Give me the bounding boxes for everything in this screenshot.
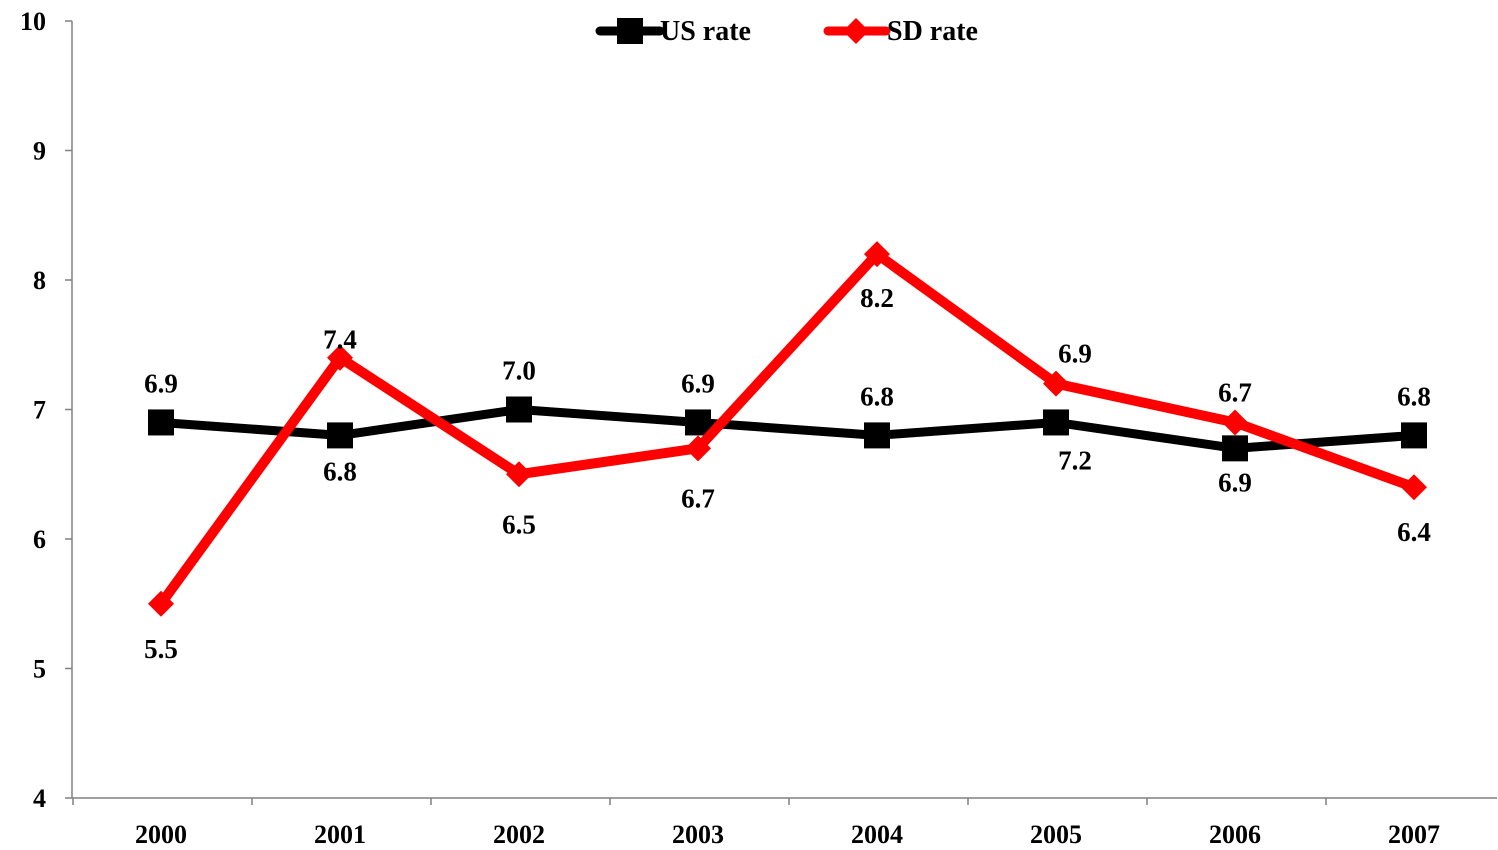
series-line — [160, 405, 1415, 453]
data-label: 6.8 — [1397, 381, 1431, 411]
y-tick-label: 8 — [33, 266, 46, 295]
data-point — [1043, 370, 1069, 397]
data-point — [506, 461, 532, 488]
x-tick-label: 2006 — [1209, 820, 1261, 849]
y-tick-label: 7 — [33, 396, 46, 425]
y-tick-label: 4 — [33, 784, 46, 813]
y-tick-label: 6 — [33, 525, 46, 554]
legend-item-us-rate: US rate — [595, 16, 751, 47]
data-point — [148, 409, 174, 436]
data-point — [1222, 409, 1248, 436]
x-tick-label: 2007 — [1388, 820, 1440, 849]
data-label: 6.7 — [681, 483, 715, 513]
x-tick-label: 2001 — [314, 820, 366, 849]
data-point — [327, 344, 353, 371]
data-point — [1401, 474, 1427, 501]
data-labels: 6.9 6.8 7.0 6.9 6.8 7.2 6.9 6.8 5.5 7.4 6.5 6.7 8.2 6… — [144, 283, 1431, 664]
data-label: 7.2 — [1058, 445, 1092, 475]
series-us-rate — [148, 396, 1427, 462]
x-tick-label: 2003 — [672, 820, 724, 849]
series-line — [156, 249, 1416, 607]
x-tick-label: 2002 — [493, 820, 545, 849]
data-label: 6.5 — [502, 509, 536, 539]
data-label: 6.9 — [1218, 467, 1252, 497]
axes: 4 5 6 7 8 9 10 2000 2001 2002 2003 2004 2005 2006 2007 — [20, 7, 1497, 849]
legend-label: US rate — [660, 16, 751, 47]
data-point — [327, 422, 353, 449]
data-label: 6.9 — [681, 368, 715, 398]
legend-marker — [843, 18, 869, 44]
data-point — [864, 241, 890, 268]
data-label: 6.8 — [323, 456, 357, 486]
data-point — [1401, 422, 1427, 449]
legend-marker — [617, 18, 643, 44]
data-point — [1043, 409, 1069, 436]
x-tick-label: 2005 — [1030, 820, 1082, 849]
y-tick-label: 5 — [33, 655, 46, 684]
data-point — [148, 590, 174, 617]
data-point — [685, 409, 711, 436]
data-label: 6.8 — [860, 381, 894, 411]
data-label: 7.0 — [502, 356, 536, 386]
data-label: 5.5 — [144, 634, 178, 664]
x-tick-label: 2004 — [851, 820, 903, 849]
data-label: 6.7 — [1218, 377, 1252, 407]
y-tick-label: 10 — [20, 7, 46, 36]
data-label: 7.4 — [323, 325, 357, 355]
data-label: 8.2 — [860, 283, 894, 313]
legend: US rate SD rate — [595, 16, 978, 47]
data-label: 6.4 — [1397, 517, 1431, 547]
data-point — [1222, 435, 1248, 462]
data-label: 6.9 — [1058, 339, 1092, 369]
data-point — [506, 396, 532, 423]
series-layer — [148, 241, 1427, 617]
data-point — [685, 435, 711, 462]
data-point — [864, 422, 890, 449]
legend-label: SD rate — [887, 16, 978, 47]
data-label: 6.9 — [144, 368, 178, 398]
legend-item-sd-rate: SD rate — [823, 16, 978, 47]
x-tick-label: 2000 — [135, 820, 187, 849]
y-tick-label: 9 — [33, 137, 46, 166]
series-sd-rate — [148, 241, 1427, 617]
